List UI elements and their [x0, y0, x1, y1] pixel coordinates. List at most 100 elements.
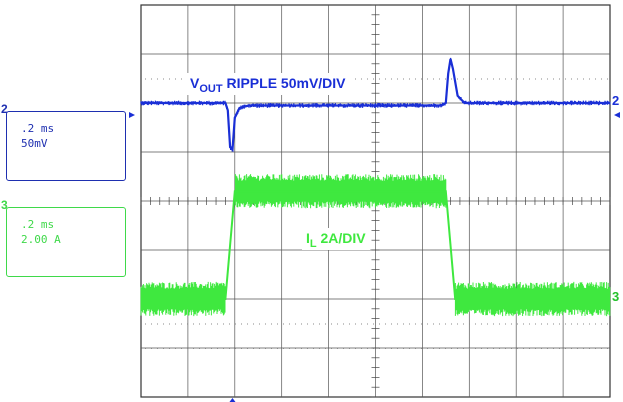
grid-dot: [433, 348, 434, 349]
grid-dot: [457, 348, 458, 349]
trace-labels: VOUT RIPPLE 50mV/DIV IL 2A/DIV: [186, 73, 371, 250]
grid-dot: [379, 323, 380, 325]
il-label: IL 2A/DIV: [306, 230, 366, 250]
grid-dot: [583, 323, 584, 325]
grid-dot: [301, 348, 302, 349]
grid-dot: [463, 78, 464, 80]
grid-dot: [421, 323, 422, 325]
grid-dot: [313, 323, 314, 325]
grid-dot: [463, 348, 464, 349]
grid-dot: [439, 78, 440, 80]
grid-dot: [289, 323, 290, 325]
channel-2-number: 2: [1, 102, 8, 116]
grid-dot: [247, 323, 248, 325]
grid-dot: [595, 323, 596, 325]
grid-dot: [607, 323, 608, 325]
grid-dot: [439, 323, 440, 325]
grid-dot: [433, 78, 434, 80]
grid-dot: [481, 348, 482, 349]
grid-dot: [307, 323, 308, 325]
grid-dot: [463, 323, 464, 325]
grid-dot: [157, 348, 158, 349]
grid-dot: [361, 348, 362, 349]
grid-dot: [469, 323, 470, 325]
grid-dot: [589, 78, 590, 80]
grid-dot: [175, 323, 176, 325]
grid-dot: [427, 323, 428, 325]
grid-dot: [301, 323, 302, 325]
grid-dot: [295, 323, 296, 325]
grid-dot: [235, 348, 236, 349]
grid-dot: [499, 323, 500, 325]
grid-dot: [529, 78, 530, 80]
grid-dot: [565, 348, 566, 349]
grid-dot: [283, 323, 284, 325]
grid-dot: [511, 78, 512, 80]
grid-dot: [265, 323, 266, 325]
grid-dot: [181, 348, 182, 349]
grid-dot: [235, 323, 236, 325]
grid-dot: [319, 348, 320, 349]
grid-dot: [523, 323, 524, 325]
grid-dot: [589, 348, 590, 349]
grid-dot: [145, 348, 146, 349]
grid-dot: [379, 348, 380, 349]
grid-dot: [589, 323, 590, 325]
grid-dot: [271, 348, 272, 349]
grid-dot: [391, 78, 392, 80]
grid-dot: [547, 348, 548, 349]
grid-dot: [505, 78, 506, 80]
grid-dot: [289, 348, 290, 349]
grid-dot: [379, 78, 380, 80]
grid-dot: [469, 348, 470, 349]
grid-dot: [325, 323, 326, 325]
grid-dot: [217, 323, 218, 325]
vout-label: VOUT RIPPLE 50mV/DIV: [190, 75, 346, 95]
grid-dot: [163, 348, 164, 349]
grid-dot: [559, 78, 560, 80]
grid-dot: [181, 78, 182, 80]
grid-dot: [403, 78, 404, 80]
grid-dot: [193, 348, 194, 349]
grid-dot: [175, 78, 176, 80]
grid-dot: [397, 348, 398, 349]
grid-dot: [421, 348, 422, 349]
grid-dot: [385, 78, 386, 80]
grid-dot: [307, 348, 308, 349]
grid-dot: [469, 78, 470, 80]
channel-2-time: .2 ms: [21, 122, 55, 135]
grid-dot: [319, 323, 320, 325]
grid-dot: [517, 348, 518, 349]
grid-dot: [523, 78, 524, 80]
grid-dot: [505, 348, 506, 349]
grid-dot: [541, 348, 542, 349]
grid-dot: [163, 323, 164, 325]
grid-dot: [415, 78, 416, 80]
grid-dot: [457, 323, 458, 325]
grid-dot: [229, 348, 230, 349]
grid-dot: [535, 348, 536, 349]
trace-3: [140, 174, 611, 317]
grid-dot: [445, 323, 446, 325]
grid-dot: [493, 348, 494, 349]
grid-dot: [187, 323, 188, 325]
grid-dot: [391, 348, 392, 349]
grid-dot: [343, 348, 344, 349]
grid-dot: [415, 323, 416, 325]
grid-dot: [253, 348, 254, 349]
grid-dot: [439, 348, 440, 349]
grid-dot: [517, 78, 518, 80]
grid-dot: [337, 348, 338, 349]
grid-dot: [607, 78, 608, 80]
grid-dot: [361, 323, 362, 325]
grid-dot: [571, 323, 572, 325]
grid-dot: [535, 78, 536, 80]
grid-dot: [199, 323, 200, 325]
channel-3-time: .2 ms: [21, 218, 55, 231]
grid-dot: [157, 78, 158, 80]
ch2-right-arrow: [614, 112, 620, 118]
grid-dot: [397, 78, 398, 80]
grid-dot: [277, 348, 278, 349]
grid-dot: [253, 323, 254, 325]
grid-dot: [151, 348, 152, 349]
